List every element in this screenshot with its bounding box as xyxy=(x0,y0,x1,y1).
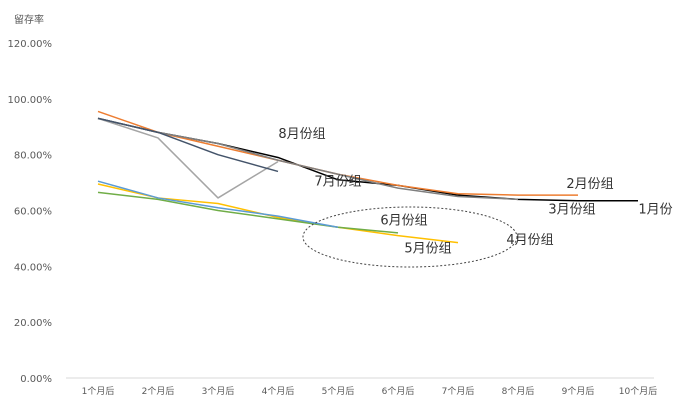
group-annotation-label: 2月份组 xyxy=(566,177,613,192)
x-tick-label: 5个月后 xyxy=(322,386,355,397)
series-line-3 xyxy=(97,117,519,201)
annotations: 8月份组 7月份组 6月份组 5月份组 4月份组 2月份组 3月份组 1月份组 xyxy=(278,127,673,256)
series-line-8 xyxy=(97,117,279,173)
x-tick-label: 2个月后 xyxy=(142,386,175,397)
group-annotation-label: 7月份组 xyxy=(314,174,361,189)
y-axis-ticks: 0.00% 20.00% 40.00% 60.00% 80.00% 100.00% 120.… xyxy=(8,39,53,385)
series-lines xyxy=(97,110,638,244)
group-annotation-label: 8月份组 xyxy=(278,127,325,142)
x-tick-label: 3个月后 xyxy=(202,386,235,397)
group-annotation-label: 5月份组 xyxy=(404,241,451,256)
series-line-6 xyxy=(97,180,339,228)
y-tick-label: 80.00% xyxy=(14,151,52,162)
y-tick-label: 0.00% xyxy=(20,374,52,385)
x-tick-label: 1个月后 xyxy=(82,386,115,397)
y-tick-label: 100.00% xyxy=(8,95,53,106)
y-tick-label: 20.00% xyxy=(14,318,52,329)
y-tick-label: 40.00% xyxy=(14,262,52,273)
x-tick-label: 9个月后 xyxy=(562,386,595,397)
y-axis-label: 留存率 xyxy=(14,13,44,26)
x-tick-label: 6个月后 xyxy=(382,386,415,397)
group-annotation-label: 3月份组 xyxy=(548,202,595,217)
x-tick-label: 10个月后 xyxy=(619,386,657,397)
group-annotation-label: 4月份组 xyxy=(506,233,553,248)
x-tick-label: 7个月后 xyxy=(442,386,475,397)
series-line-7 xyxy=(97,117,279,199)
y-tick-label: 120.00% xyxy=(8,39,53,50)
group-annotation-label: 1月份组 xyxy=(638,202,673,217)
group-annotation-label: 6月份组 xyxy=(380,213,427,228)
x-tick-label: 8个月后 xyxy=(502,386,535,397)
x-axis-ticks: 1个月后 2个月后 3个月后 4个月后 5个月后 6个月后 7个月后 8个月后 9个月后 10个月… xyxy=(82,386,658,397)
series-line-5 xyxy=(97,191,399,234)
y-tick-label: 60.00% xyxy=(14,207,52,218)
highlight-ellipse xyxy=(302,206,518,268)
x-tick-label: 4个月后 xyxy=(262,386,295,397)
